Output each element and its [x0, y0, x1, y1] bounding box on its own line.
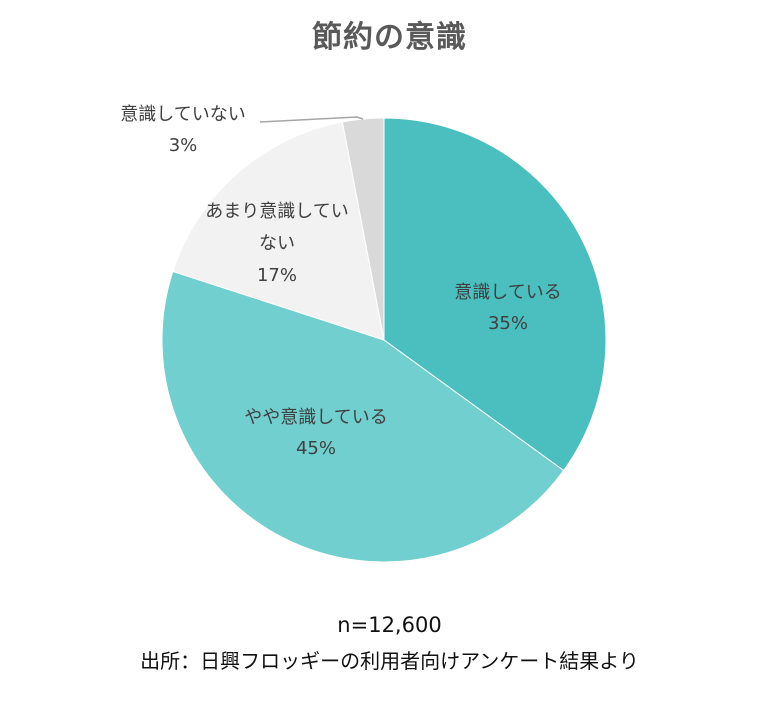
pie-slice	[161, 270, 565, 563]
slice-percent-label: 45%	[296, 438, 336, 459]
slice-label: あまり意識してい	[205, 201, 348, 222]
pie-slice	[383, 117, 607, 472]
chart-title: 節約の意識	[312, 20, 467, 55]
slice-label: 意識している	[454, 282, 561, 303]
slice-percent-label: 3%	[169, 135, 198, 156]
leader-line	[259, 116, 364, 123]
slice-label: やや意識している	[244, 407, 387, 428]
slice-label: ない	[259, 233, 295, 254]
slice-percent-label: 17%	[257, 265, 297, 286]
pie-slices	[161, 117, 607, 563]
pie-slice	[172, 121, 385, 341]
slice-label: 意識していない	[120, 104, 245, 125]
slice-percent-label: 35%	[488, 313, 528, 334]
source-note: 出所：日興フロッギーの利用者向けアンケート結果より	[140, 649, 639, 673]
sample-size-note: n=12,600	[337, 613, 442, 637]
